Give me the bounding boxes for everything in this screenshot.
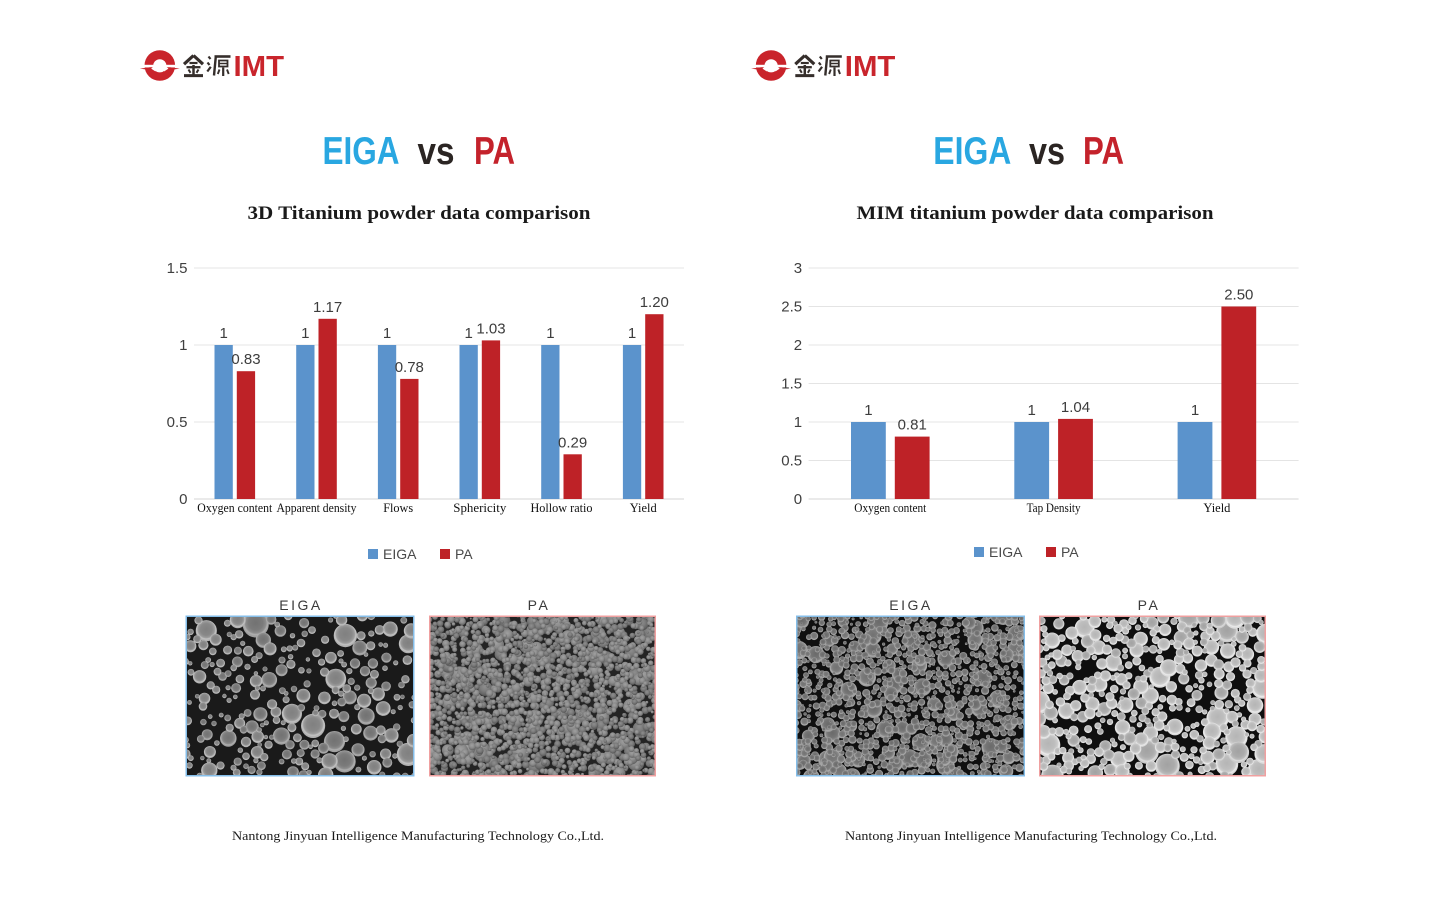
svg-text:0: 0 [794, 491, 802, 508]
svg-text:3: 3 [794, 260, 802, 277]
svg-text:IMT: IMT [845, 51, 896, 83]
svg-text:EIGA: EIGA [383, 546, 417, 562]
svg-text:Nantong Jinyuan Intelligence M: Nantong Jinyuan Intelligence Manufacturi… [232, 828, 604, 843]
svg-text:Tap Density: Tap Density [1027, 500, 1081, 515]
svg-text:EIGA: EIGA [989, 544, 1023, 560]
svg-text:0.29: 0.29 [558, 434, 587, 451]
svg-text:MIM titanium powder data compa: MIM titanium powder data comparison [857, 203, 1214, 224]
svg-text:1.5: 1.5 [167, 260, 188, 277]
svg-text:1: 1 [301, 325, 309, 342]
svg-text:PA: PA [1083, 130, 1124, 173]
svg-text:0.83: 0.83 [231, 351, 260, 368]
svg-text:PA: PA [474, 130, 515, 173]
svg-text:Nantong Jinyuan Intelligence M: Nantong Jinyuan Intelligence Manufacturi… [845, 828, 1217, 843]
svg-text:PA: PA [528, 597, 551, 613]
svg-text:0.78: 0.78 [395, 359, 424, 376]
svg-text:PA: PA [1061, 544, 1079, 560]
svg-text:1.03: 1.03 [476, 320, 505, 337]
svg-text:1: 1 [794, 414, 802, 431]
svg-text:Apparent density: Apparent density [277, 500, 357, 515]
svg-text:0.81: 0.81 [898, 417, 927, 434]
svg-text:PA: PA [1138, 597, 1161, 613]
svg-text:Yield: Yield [630, 500, 657, 515]
svg-text:vs: vs [418, 131, 455, 173]
svg-text:1: 1 [1028, 402, 1036, 419]
svg-text:1: 1 [628, 325, 636, 342]
svg-text:IMT: IMT [234, 51, 285, 83]
svg-text:1: 1 [465, 325, 473, 342]
svg-text:Oxygen content: Oxygen content [197, 500, 272, 515]
svg-text:1: 1 [546, 325, 554, 342]
svg-text:Sphericity: Sphericity [453, 500, 506, 515]
svg-text:3D Titanium powder data compar: 3D Titanium powder data comparison [248, 203, 591, 224]
svg-text:1: 1 [220, 325, 228, 342]
svg-text:1.5: 1.5 [781, 376, 802, 393]
svg-text:0.5: 0.5 [167, 414, 188, 431]
svg-text:1: 1 [1191, 402, 1199, 419]
svg-text:EIGA: EIGA [933, 130, 1011, 173]
svg-text:1: 1 [179, 337, 187, 354]
svg-text:1: 1 [864, 402, 872, 419]
svg-text:2.5: 2.5 [781, 299, 802, 316]
svg-text:EIGA: EIGA [889, 597, 932, 613]
svg-text:PA: PA [455, 546, 473, 562]
svg-text:Hollow ratio: Hollow ratio [531, 500, 593, 515]
svg-text:1.17: 1.17 [313, 299, 342, 316]
svg-text:EIGA: EIGA [323, 130, 400, 173]
svg-text:0.5: 0.5 [781, 453, 802, 470]
svg-text:Flows: Flows [383, 500, 413, 515]
svg-text:Yield: Yield [1203, 500, 1230, 515]
svg-text:vs: vs [1029, 131, 1065, 173]
svg-text:1.04: 1.04 [1061, 399, 1090, 416]
svg-text:Oxygen content: Oxygen content [854, 500, 926, 515]
svg-text:2.50: 2.50 [1224, 287, 1253, 304]
svg-text:1: 1 [383, 325, 391, 342]
svg-text:EIGA: EIGA [279, 597, 322, 613]
svg-text:2: 2 [794, 337, 802, 354]
svg-text:1.20: 1.20 [640, 294, 669, 311]
svg-text:0: 0 [179, 491, 187, 508]
